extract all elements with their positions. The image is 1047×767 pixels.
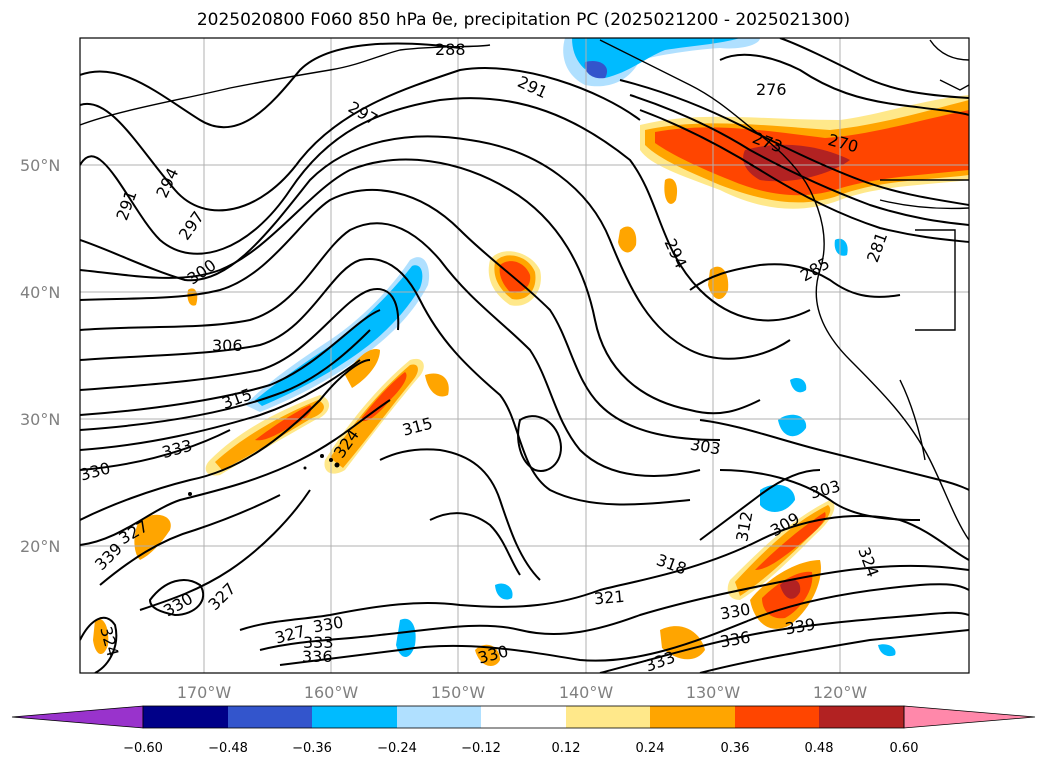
colorbar-left-extend <box>11 705 144 729</box>
plot-frame <box>79 37 970 674</box>
colorbar-tick-label: 0.60 <box>890 741 919 756</box>
graticule <box>80 38 969 673</box>
lon-label-150w: 150°W <box>431 683 486 702</box>
contour-label: 336 <box>302 647 333 666</box>
latitude-labels: 50°N 40°N 30°N 20°N <box>20 156 60 556</box>
lat-label-50n: 50°N <box>20 156 60 175</box>
colorbar-segment <box>481 706 566 728</box>
colorbar-tick-label: 0.24 <box>636 741 665 756</box>
map-title: 2025020800 F060 850 hPa θe, precipitatio… <box>196 10 851 30</box>
islands <box>188 454 340 496</box>
colorbar-segment <box>397 706 481 728</box>
contour-label: 288 <box>435 40 466 59</box>
colorbar-segment <box>312 706 397 728</box>
colorbar-right-extend <box>903 705 1036 729</box>
contour-label: 333 <box>303 633 334 652</box>
colorbar-segment <box>650 706 735 728</box>
coastlines <box>80 39 969 541</box>
lon-label-140w: 140°W <box>559 683 614 702</box>
lon-label-160w: 160°W <box>304 683 359 702</box>
lon-label-120w: 120°W <box>813 683 868 702</box>
longitude-labels: 170°W 160°W 150°W 140°W 130°W 120°W <box>177 683 868 702</box>
lon-label-130w: 130°W <box>686 683 741 702</box>
contour-label: 321 <box>593 587 625 609</box>
colorbar-segment <box>819 706 904 728</box>
colorbar-tick-label: −0.12 <box>461 741 501 756</box>
colorbar-tick-label: −0.36 <box>292 741 332 756</box>
colorbar-tick-label: −0.60 <box>123 741 163 756</box>
colorbar-tick-label: 0.48 <box>805 741 834 756</box>
colorbar-tick-label: 0.36 <box>721 741 750 756</box>
lat-label-30n: 30°N <box>20 410 60 429</box>
colorbar-segment <box>228 706 312 728</box>
colorbar-segment <box>143 706 228 728</box>
colorbar-tick-label: 0.12 <box>552 741 581 756</box>
colorbar-segment <box>566 706 650 728</box>
colorbar-segment <box>735 706 819 728</box>
colorbar: −0.60 −0.48 −0.36 −0.24 −0.12 0.12 0.24 … <box>11 705 1036 756</box>
contour-label: 276 <box>756 80 787 99</box>
contour-label: 306 <box>212 336 243 355</box>
lat-label-40n: 40°N <box>20 283 60 302</box>
colorbar-tick-label: −0.48 <box>208 741 248 756</box>
lon-label-170w: 170°W <box>177 683 232 702</box>
lat-label-20n: 20°N <box>20 537 60 556</box>
theta-e-contours <box>80 38 969 673</box>
colorbar-tick-label: −0.24 <box>377 741 417 756</box>
